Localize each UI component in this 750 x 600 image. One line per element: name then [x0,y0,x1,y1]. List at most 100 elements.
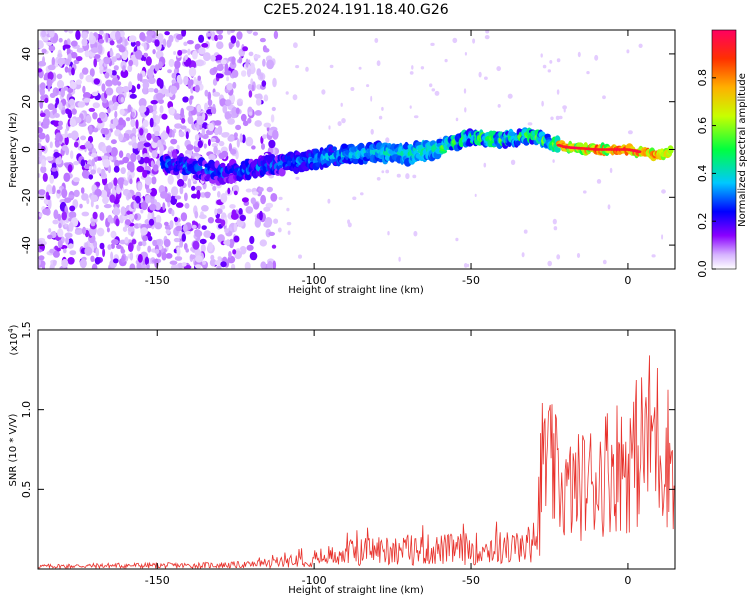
spectrogram-noise-1640 [350,87,355,91]
spectrogram-noise-1437 [154,130,160,137]
spectrogram-noise-795 [194,210,199,219]
spectrogram-noise-347 [56,73,63,80]
spectrogram-noise-548 [44,97,49,104]
spectrogram-noise-1340 [147,68,154,79]
spectrogram-noise-1415 [157,33,164,43]
spectrogram-noise-533 [214,260,223,266]
spectrogram-noise-94 [45,134,50,143]
spectrogram-noise-43 [48,228,52,233]
spectrogram-noise-1525 [82,169,89,179]
spectrogram-noise-1436 [115,218,120,227]
spectrogram-ridge-2042 [331,146,337,152]
spectrogram-noise-241 [92,112,98,120]
spectrogram-noise-854 [45,156,54,162]
spectrogram-noise-940 [52,219,59,225]
spectrogram-noise-857 [39,112,46,118]
spectrogram-noise-1189 [187,79,192,89]
spectrogram-noise-629 [127,104,132,113]
spectrogram-noise-1259 [210,54,216,62]
spectrogram-noise-1258 [192,240,200,250]
spectrogram-noise-1475 [165,229,171,235]
spectrogram-ridge-1755 [195,164,203,173]
spectrogram-noise-1600 [396,173,401,178]
spectrogram-noise-832 [174,256,183,261]
spectrogram-noise-1192 [192,50,198,60]
spectrogram-noise-1089 [228,238,235,249]
top-y-tick-label-3: 20 [20,95,33,109]
spectrogram-noise-291 [186,40,194,45]
spectrogram-noise-1214 [234,250,243,260]
spectrogram-noise-334 [99,212,105,221]
spectrogram-noise-1551 [46,78,53,88]
spectrogram-noise-1581 [556,89,560,95]
spectrogram-noise-990 [91,263,98,269]
spectrogram-noise-1177 [107,182,113,190]
spectrogram-noise-1149 [132,142,139,149]
spectrogram-noise-1323 [254,218,261,228]
spectrogram-noise-1614 [594,54,599,61]
spectrogram-noise-1524 [195,255,203,263]
spectrogram-noise-1485 [103,127,110,135]
spectrogram-noise-1561 [285,91,289,95]
spectrogram-noise-714 [263,122,272,128]
spectrogram-noise-0 [191,193,198,199]
spectrogram-noise-1368 [158,61,163,69]
spectrogram-noise-1395 [49,248,55,254]
spectrogram-noise-165 [144,256,149,266]
colorbar-tick-label-2: 0.4 [696,165,709,183]
spectrogram-noise-1360 [128,226,135,232]
spectrogram-noise-1457 [68,243,74,249]
spectrogram-noise-1285 [153,88,159,94]
spectrogram-noise-594 [215,218,223,224]
spectrogram-noise-808 [43,109,51,119]
spectrogram-noise-1497 [115,30,121,41]
spectrogram-noise-1405 [138,105,147,113]
spectrogram-noise-506 [266,186,273,193]
spectrogram-noise-1392 [118,117,124,126]
spectrogram-noise-883 [171,186,179,197]
spectrogram-noise-864 [170,264,179,269]
spectrogram-noise-1319 [92,211,98,220]
spectrogram-noise-1472 [118,45,126,53]
spectrogram-noise-102 [176,144,180,151]
spectrogram-noise-514 [74,141,79,148]
spectrogram-noise-1332 [228,251,232,258]
spectrogram-noise-683 [61,145,68,151]
spectrogram-noise-1486 [227,118,236,125]
spectrogram-noise-1346 [145,194,151,204]
spectrogram-noise-1141 [263,206,271,212]
spectrogram-noise-1305 [250,197,256,205]
spectrogram-noise-1066 [108,156,114,161]
spectrogram-noise-1515 [181,233,186,242]
spectrogram-noise-1499 [75,79,82,85]
spectrogram-noise-1638 [360,192,364,196]
spectrogram-noise-1304 [142,81,150,89]
spectrogram-noise-1517 [235,124,242,131]
spectrogram-noise-1619 [577,51,581,58]
spectrogram-noise-985 [71,67,75,76]
spectrogram-noise-289 [216,30,224,35]
spectrogram-noise-137 [251,145,256,150]
spectrogram-noise-82 [207,217,214,224]
spectrogram-noise-1022 [182,96,189,103]
spectrogram-noise-1510 [227,135,235,142]
spectrogram-noise-1205 [272,260,277,269]
spectrogram-noise-1005 [201,127,206,136]
spectrogram-noise-646 [68,30,74,34]
spectrogram-noise-802 [247,83,252,90]
spectrogram-noise-1198 [221,150,229,158]
spectrogram-noise-1516 [69,98,75,106]
spectrogram-noise-1500 [98,111,106,119]
spectrogram-noise-1591 [305,66,309,72]
spectrogram-noise-1027 [121,255,125,263]
spectrogram-noise-1605 [277,227,282,233]
spectrogram-noise-1455 [91,91,99,97]
spectrogram-noise-1306 [110,147,118,157]
bottom-y-axis-label: SNR (10 * V/V) [8,413,19,486]
spectrogram-noise-751 [38,68,43,73]
spectrogram-noise-1049 [107,107,111,114]
spectrogram-noise-1498 [194,84,200,93]
spectrogram-noise-1589 [474,193,477,197]
spectrogram-noise-1283 [174,60,181,69]
spectrogram-noise-1438 [90,47,99,54]
